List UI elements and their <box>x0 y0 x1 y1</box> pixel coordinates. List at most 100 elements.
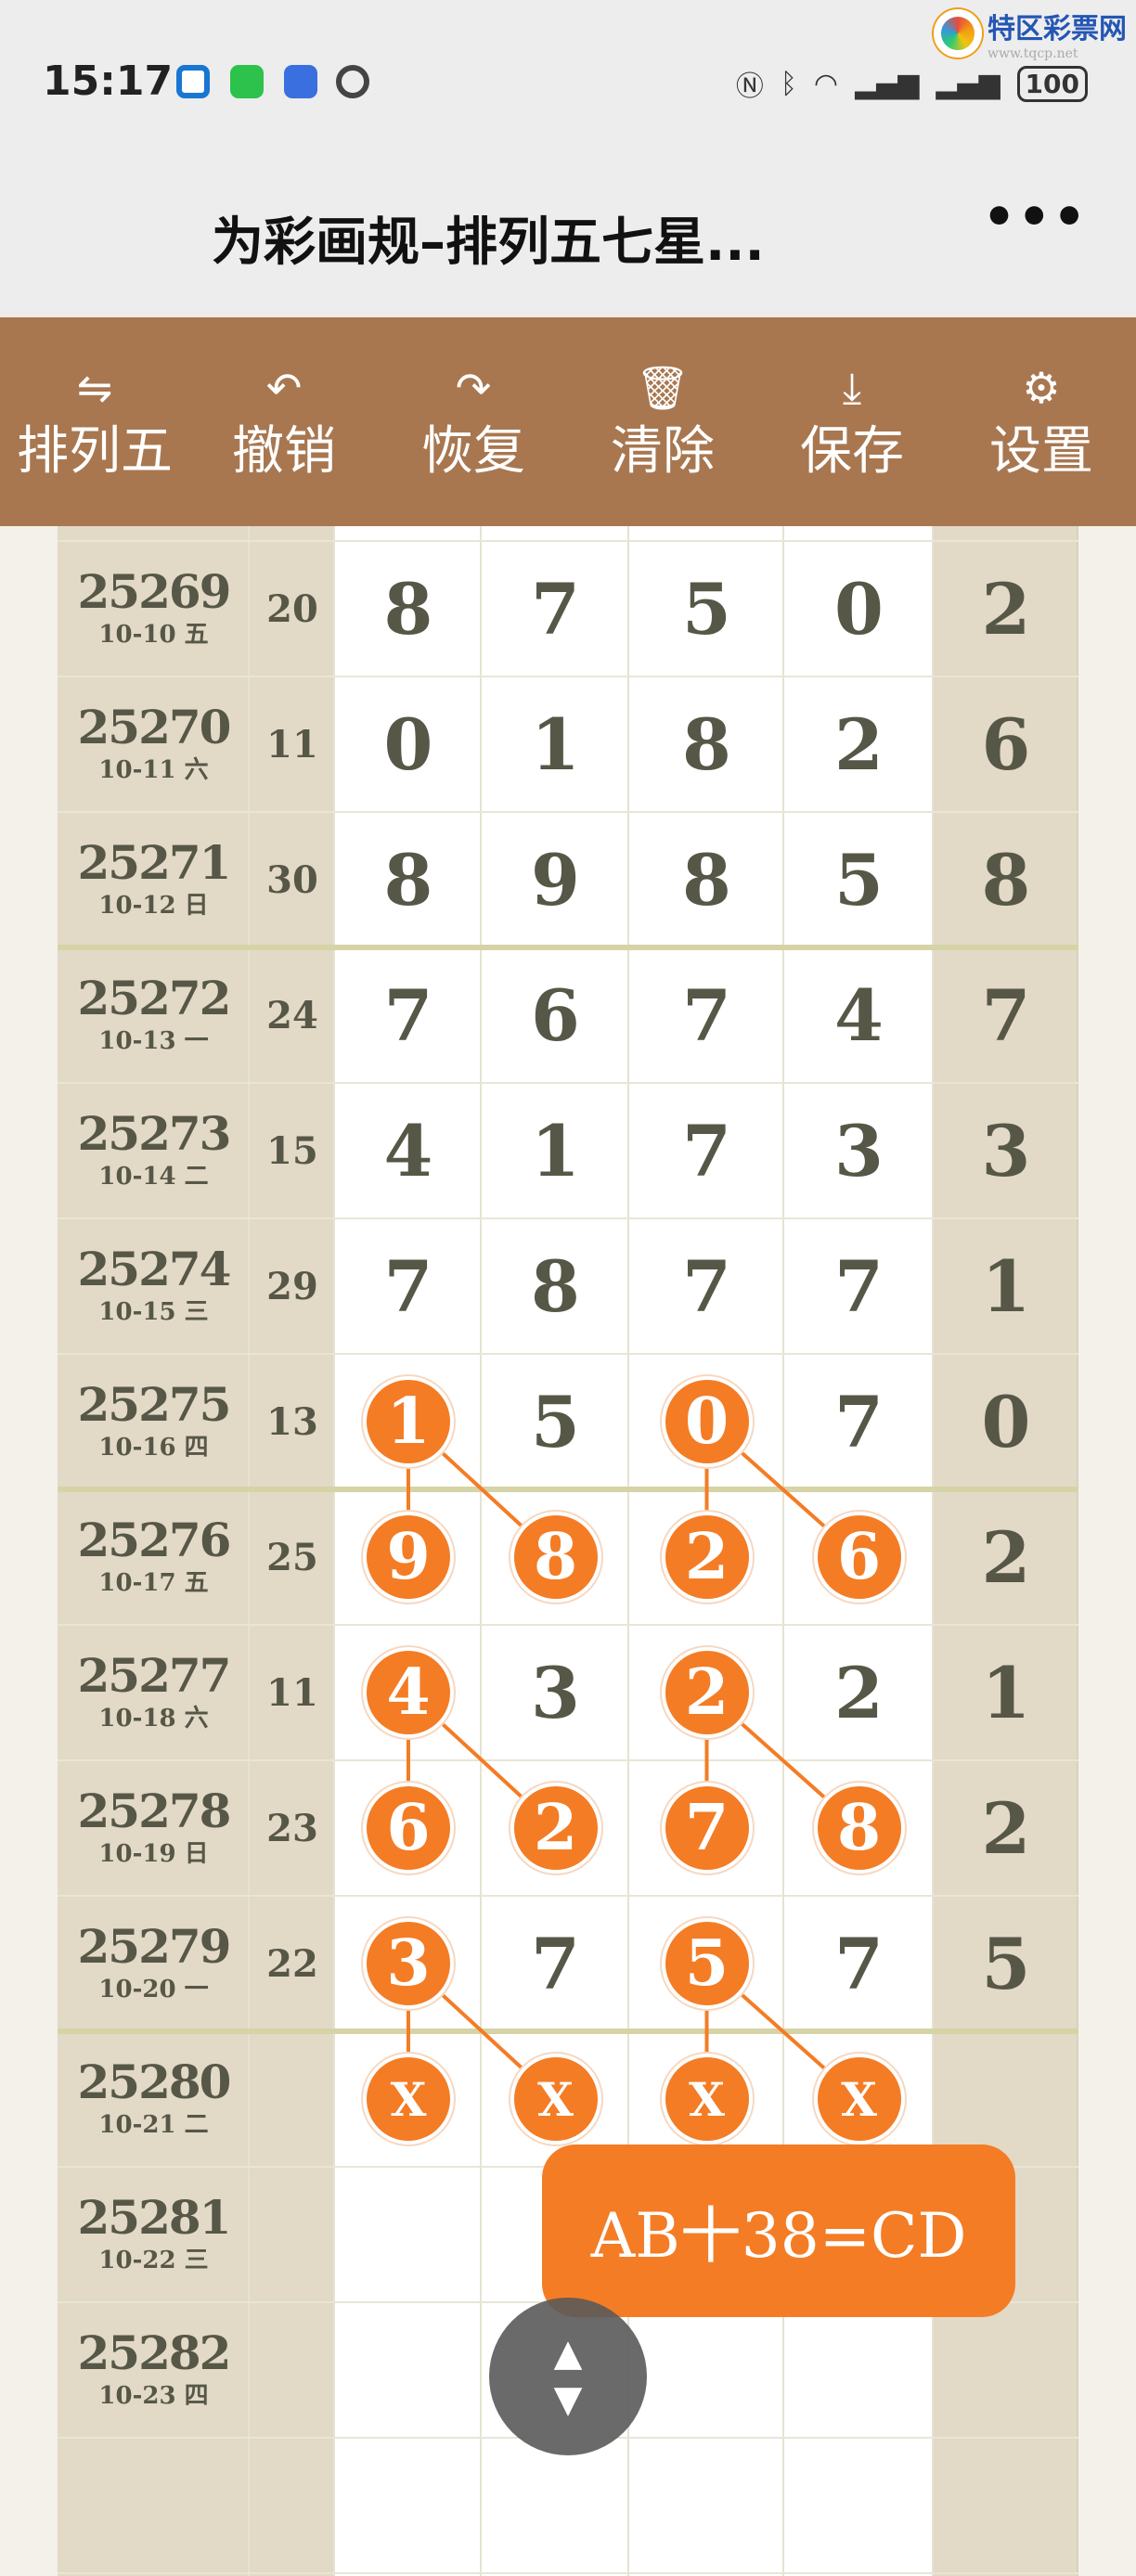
digit-cell[interactable]: 0 <box>383 702 433 786</box>
issue-cell: 25274 10-15 三 <box>58 1218 250 1354</box>
status-bar: 15:17 Ⓝ ᛒ ◠ ▂▄▆ ▂▄▆ 100 特区彩票网 www.tqcp.n… <box>0 0 1136 139</box>
highlight-ball[interactable]: 1 <box>363 1376 454 1467</box>
issue-number: 25280 <box>77 2054 232 2109</box>
toolbar-button-gear[interactable]: ⚙ 设置 <box>947 317 1136 526</box>
digit-cell[interactable]: 7 <box>682 973 731 1057</box>
toolbar-button-undo[interactable]: ↶ 撤销 <box>189 317 379 526</box>
highlight-ball[interactable]: 8 <box>813 1783 905 1874</box>
digit-cell[interactable]: 0 <box>834 567 884 650</box>
highlight-ball[interactable]: 5 <box>661 1918 753 2009</box>
toolbar-button-redo[interactable]: ↷ 恢复 <box>379 317 568 526</box>
digit-cell[interactable]: 8 <box>383 838 433 921</box>
highlight-ball[interactable]: 9 <box>363 1512 454 1603</box>
highlight-ball[interactable]: 6 <box>363 1783 454 1874</box>
last-digit-cell[interactable]: 1 <box>981 1651 1031 1734</box>
highlight-ball[interactable]: 2 <box>510 1783 601 1874</box>
sum-cell: 24 <box>266 993 318 1037</box>
watermark-name: 特区彩票网 <box>988 13 1127 45</box>
last-digit-cell[interactable]: 3 <box>981 1109 1031 1192</box>
signal-icon: ▂▄▆ <box>855 67 920 100</box>
highlight-ball[interactable]: 7 <box>661 1783 753 1874</box>
download-icon: ⤓ <box>842 362 862 413</box>
digit-cell[interactable]: 8 <box>383 567 433 650</box>
toolbar: ⇋ 排列五 ↶ 撤销 ↷ 恢复 🗑 清除 ⤓ 保存 ⚙ 设置 <box>0 317 1136 526</box>
highlight-ball[interactable]: 4 <box>363 1647 454 1738</box>
last-digit-cell[interactable]: 2 <box>981 1515 1031 1599</box>
more-options-icon[interactable]: ••• <box>982 187 1088 248</box>
digit-cell[interactable]: 2 <box>834 702 884 786</box>
issue-cell: 25280 10-21 二 <box>58 2031 250 2167</box>
sum-cell: 11 <box>266 1670 318 1715</box>
digit-cell[interactable]: 6 <box>531 973 580 1057</box>
formula-label[interactable]: AB十38=CD <box>542 2145 1015 2317</box>
issue-date: 10-10 五 <box>98 621 209 649</box>
issue-cell: 25272 10-13 一 <box>58 947 250 1083</box>
issue-number: 25279 <box>77 1919 232 1974</box>
digit-cell[interactable]: 7 <box>531 567 580 650</box>
issue-cell: 25273 10-14 二 <box>58 1083 250 1218</box>
toolbar-button-swap[interactable]: ⇋ 排列五 <box>0 317 189 526</box>
sum-cell: 15 <box>266 1128 318 1173</box>
digit-cell[interactable]: 5 <box>682 567 731 650</box>
toolbar-label: 清除 <box>611 420 715 482</box>
digit-cell[interactable]: 7 <box>834 1244 884 1328</box>
digit-cell[interactable]: 7 <box>834 1922 884 2005</box>
highlight-ball[interactable]: X <box>363 2054 454 2145</box>
lottery-chart-grid[interactable]: 25269 10-10 五 20 8 7 5 0 2 25270 10-11 六 11 0 1 8 2 6 25… <box>0 526 1136 2576</box>
digit-cell[interactable]: 5 <box>834 838 884 921</box>
highlight-ball[interactable]: 8 <box>510 1512 601 1603</box>
highlight-ball[interactable]: 0 <box>661 1376 753 1467</box>
issue-number: 25270 <box>77 700 232 754</box>
digit-cell[interactable]: 7 <box>383 973 433 1057</box>
digit-cell[interactable]: 7 <box>682 1244 731 1328</box>
last-digit-cell[interactable]: 8 <box>981 838 1031 921</box>
toolbar-label: 撤销 <box>232 420 336 482</box>
redo-icon: ↷ <box>455 362 492 413</box>
digit-cell[interactable]: 3 <box>531 1651 580 1734</box>
issue-date: 10-14 二 <box>98 1163 209 1191</box>
last-digit-cell[interactable]: 2 <box>981 1786 1031 1870</box>
issue-date: 10-16 四 <box>98 1434 209 1462</box>
toolbar-button-trash[interactable]: 🗑 清除 <box>568 317 757 526</box>
last-digit-cell[interactable]: 6 <box>981 702 1031 786</box>
issue-cell: 25277 10-18 六 <box>58 1625 250 1760</box>
digit-cell[interactable]: 2 <box>834 1651 884 1734</box>
last-digit-cell[interactable]: 5 <box>981 1922 1031 2005</box>
app-blue-icon <box>284 65 317 98</box>
last-digit-cell[interactable]: 7 <box>981 973 1031 1057</box>
digit-cell[interactable]: 8 <box>682 838 731 921</box>
issue-cell: 25276 10-17 五 <box>58 1489 250 1625</box>
highlight-ball[interactable]: X <box>661 2054 753 2145</box>
issue-date: 10-22 三 <box>98 2247 209 2274</box>
undo-icon: ↶ <box>265 362 303 413</box>
highlight-ball[interactable]: 6 <box>813 1512 905 1603</box>
digit-cell[interactable]: 5 <box>531 1380 580 1463</box>
digit-cell[interactable]: 7 <box>682 1109 731 1192</box>
digit-cell[interactable]: 8 <box>682 702 731 786</box>
digit-cell[interactable]: 7 <box>383 1244 433 1328</box>
digit-cell[interactable]: 8 <box>531 1244 580 1328</box>
digit-cell[interactable]: 1 <box>531 702 580 786</box>
highlight-ball[interactable]: X <box>510 2054 601 2145</box>
last-digit-cell[interactable]: 1 <box>981 1244 1031 1328</box>
highlight-ball[interactable]: 2 <box>661 1647 753 1738</box>
issue-number: 25274 <box>77 1242 232 1296</box>
digit-cell[interactable]: 3 <box>834 1109 884 1192</box>
digit-cell[interactable]: 7 <box>531 1922 580 2005</box>
highlight-ball[interactable]: 2 <box>661 1512 753 1603</box>
digit-cell[interactable]: 4 <box>834 973 884 1057</box>
toolbar-button-download[interactable]: ⤓ 保存 <box>757 317 947 526</box>
digit-cell[interactable]: 9 <box>531 838 580 921</box>
sum-cell: 29 <box>266 1264 318 1308</box>
bluetooth-icon: ᛒ <box>780 67 797 100</box>
wechat-icon <box>230 65 264 98</box>
digit-cell[interactable]: 4 <box>383 1109 433 1192</box>
scroll-toggle-button[interactable]: ▲ ▼ <box>489 2298 647 2455</box>
highlight-ball[interactable]: X <box>813 2054 905 2145</box>
grid-column <box>58 526 250 2576</box>
digit-cell[interactable]: 1 <box>531 1109 580 1192</box>
digit-cell[interactable]: 7 <box>834 1380 884 1463</box>
highlight-ball[interactable]: 3 <box>363 1918 454 2009</box>
last-digit-cell[interactable]: 2 <box>981 567 1031 650</box>
last-digit-cell[interactable]: 0 <box>981 1380 1031 1463</box>
